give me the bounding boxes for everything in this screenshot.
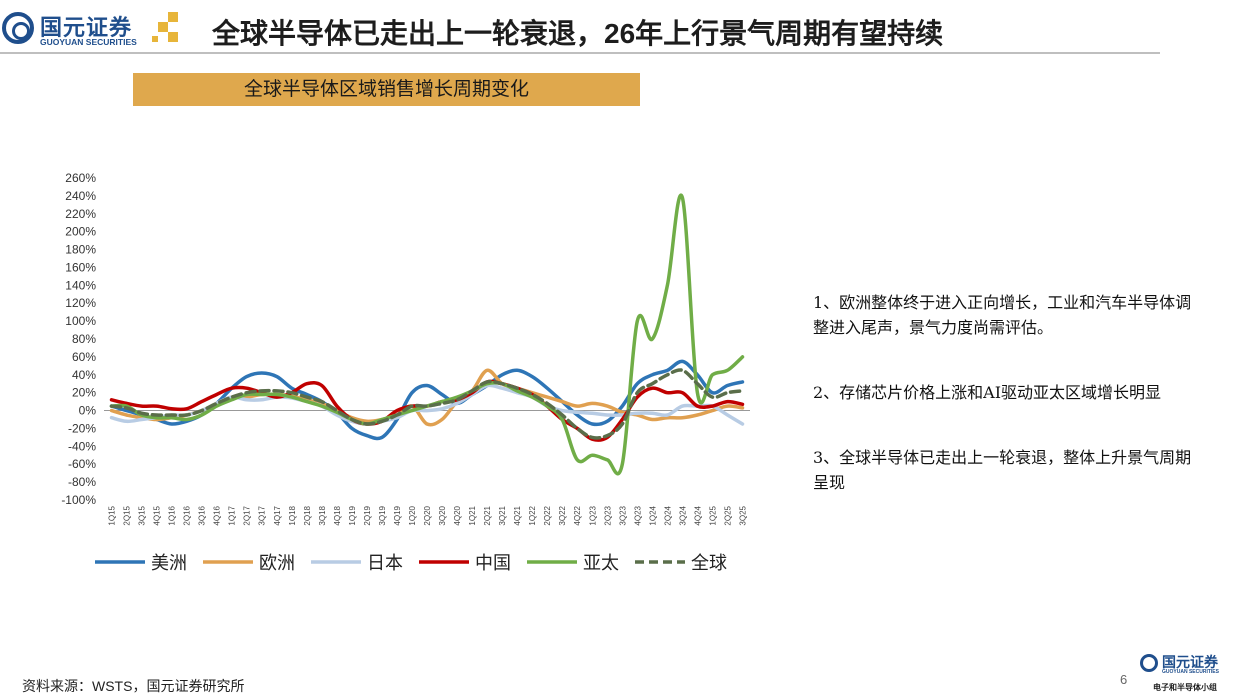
series-line-5: [109, 193, 745, 476]
brand-name-cn: 国元证券: [40, 15, 133, 40]
x-tick-label: 2Q15: [123, 505, 132, 525]
series-line-6: [109, 368, 745, 440]
x-tick-label: 1Q24: [648, 505, 657, 525]
legend-label-6: 全球: [691, 553, 727, 573]
legend-label-2: 欧洲: [259, 553, 295, 573]
x-tick-label: 2Q25: [723, 505, 732, 525]
x-tick-label: 3Q19: [378, 505, 387, 525]
x-tick-label: 1Q16: [168, 505, 177, 525]
x-tick-label: 2Q17: [243, 505, 252, 525]
y-tick-label: 60%: [72, 350, 96, 364]
title-divider: [0, 52, 1160, 54]
x-tick-label: 4Q15: [153, 505, 162, 525]
note-2: 2、存储芯片价格上涨和AI驱动亚太区域增长明显: [813, 383, 1162, 402]
x-tick-label: 3Q15: [138, 505, 147, 525]
x-tick-label: 3Q24: [678, 505, 687, 525]
x-tick-label: 4Q22: [573, 505, 582, 525]
x-tick-label: 3Q17: [258, 505, 267, 525]
y-tick-label: 160%: [65, 260, 96, 274]
brand-logo: 国元证券 GUOYUAN SECURITIES: [0, 6, 190, 50]
y-tick-label: 260%: [65, 171, 96, 185]
legend-label-1: 美洲: [151, 553, 187, 573]
x-tick-label: 3Q20: [438, 505, 447, 525]
source-note: 资料来源：WSTS，国元证券研究所: [22, 678, 245, 694]
legend-label-4: 中国: [475, 553, 511, 573]
x-tick-label: 4Q21: [513, 505, 522, 525]
y-tick-label: 140%: [65, 278, 96, 292]
y-tick-label: 240%: [65, 189, 96, 203]
y-tick-label: -60%: [68, 457, 96, 471]
x-tick-label: 4Q17: [273, 505, 282, 525]
y-tick-label: -20%: [68, 421, 96, 435]
chart-banner: 全球半导体区域销售增长周期变化: [133, 73, 640, 106]
x-tick-label: 2Q21: [483, 505, 492, 525]
note-1: 1、欧洲整体终于进入正向增长，工业和汽车半导体调整进入尾声，景气力度尚需评估。: [813, 293, 1192, 337]
x-tick-label: 1Q23: [588, 505, 597, 525]
logo-ring-icon: [2, 12, 34, 44]
page-number: 6: [1120, 672, 1128, 687]
x-tick-label: 1Q22: [528, 505, 537, 525]
x-tick-label: 2Q19: [363, 505, 372, 525]
footer-logo: 国元证券 GUOYUAN SECURITIES 电子和半导体小组: [1138, 652, 1238, 696]
x-tick-label: 1Q17: [228, 505, 237, 525]
y-tick-label: 180%: [65, 243, 96, 257]
x-tick-label: 4Q20: [453, 505, 462, 525]
y-tick-label: 200%: [65, 225, 96, 239]
notes-panel: 1、欧洲整体终于进入正向增长，工业和汽车半导体调整进入尾声，景气力度尚需评估。 …: [813, 290, 1203, 535]
y-tick-label: -100%: [61, 493, 96, 507]
page-title: 全球半导体已走出上一轮衰退，26年上行景气周期有望持续: [212, 18, 944, 49]
footer-brand-cn: 国元证券: [1162, 654, 1218, 670]
x-tick-label: 4Q23: [633, 505, 642, 525]
y-tick-label: 120%: [65, 296, 96, 310]
y-tick-label: 80%: [72, 332, 96, 346]
y-tick-label: -40%: [68, 439, 96, 453]
x-tick-label: 2Q18: [303, 505, 312, 525]
x-tick-label: 3Q21: [498, 505, 507, 525]
x-tick-label: 3Q25: [738, 505, 747, 525]
note-3: 3、全球半导体已走出上一轮衰退，整体上升景气周期呈现: [813, 448, 1192, 492]
x-tick-label: 2Q23: [603, 505, 612, 525]
y-tick-label: 0%: [79, 404, 97, 418]
x-tick-label: 3Q22: [558, 505, 567, 525]
x-tick-label: 4Q16: [213, 505, 222, 525]
footer-team-name: 电子和半导体小组: [1153, 683, 1217, 692]
x-tick-label: 2Q16: [183, 505, 192, 525]
y-tick-label: 100%: [65, 314, 96, 328]
x-tick-label: 1Q20: [408, 505, 417, 525]
footer-brand-en: GUOYUAN SECURITIES: [1162, 669, 1219, 675]
x-tick-label: 4Q24: [693, 505, 702, 525]
x-tick-label: 3Q16: [198, 505, 207, 525]
legend-label-5: 亚太: [583, 553, 619, 573]
logo-mark-icon: [152, 12, 178, 42]
regional-growth-line-chart: -100% -80% -60% -40% -20% 0% 20% 40% 60% 80% 100% 1…: [61, 171, 750, 573]
y-tick-label: -80%: [68, 475, 96, 489]
x-tick-label: 1Q21: [468, 505, 477, 525]
x-tick-label: 1Q15: [108, 505, 117, 525]
footer-logo-ring-icon: [1140, 654, 1158, 672]
brand-name-en: GUOYUAN SECURITIES: [40, 37, 137, 47]
x-tick-label: 1Q18: [288, 505, 297, 525]
x-tick-label: 4Q19: [393, 505, 402, 525]
x-tick-label: 3Q18: [318, 505, 327, 525]
legend-label-3: 日本: [367, 553, 403, 573]
x-tick-label: 1Q25: [708, 505, 717, 525]
x-tick-label: 1Q19: [348, 505, 357, 525]
y-tick-label: 20%: [72, 386, 96, 400]
x-tick-label: 2Q20: [423, 505, 432, 525]
x-tick-label: 2Q24: [663, 505, 672, 525]
y-tick-label: 40%: [72, 368, 96, 382]
y-tick-label: 220%: [65, 207, 96, 221]
x-tick-label: 2Q22: [543, 505, 552, 525]
x-tick-label: 3Q23: [618, 505, 627, 525]
x-tick-label: 4Q18: [333, 505, 342, 525]
